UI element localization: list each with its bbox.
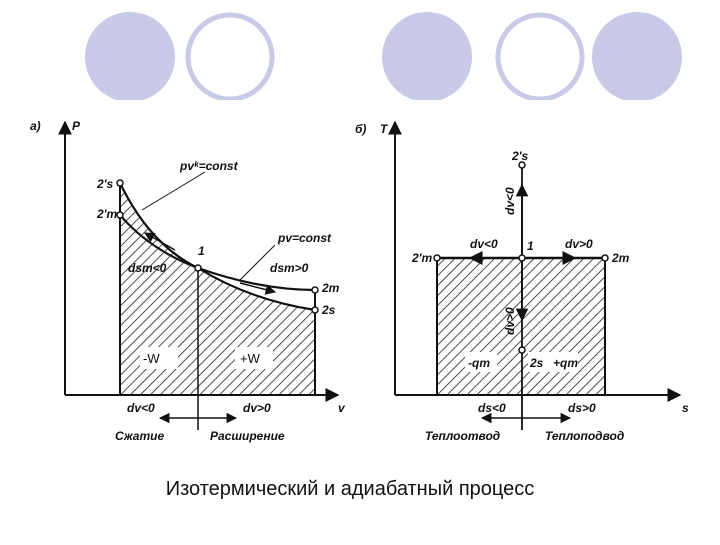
point — [311, 286, 319, 294]
point — [311, 306, 319, 314]
entropy-label: dsт>0 — [270, 261, 309, 275]
point — [518, 254, 526, 262]
circle — [382, 12, 472, 100]
arrow-compression — [144, 232, 176, 251]
point — [116, 179, 124, 187]
panel-b-labels: б) T s 2's dv<0 dv<0 1 dv>0 2'т 2т dv>0 … — [355, 122, 689, 443]
panel-a — [58, 120, 340, 430]
entropy-label: ds<0 — [478, 401, 506, 415]
point-label: 1 — [527, 239, 534, 253]
point-label: 2's — [96, 177, 114, 191]
circle — [592, 12, 682, 100]
work-label: -W — [143, 351, 160, 366]
point — [518, 161, 526, 169]
entropy-label: dsт<0 — [128, 261, 167, 275]
curve-label: pvᵏ=const — [179, 159, 239, 173]
volume-label: dv<0 — [470, 237, 498, 251]
circle — [185, 12, 275, 100]
point-label: 2s — [321, 303, 336, 317]
point-label: 2's — [511, 149, 529, 163]
axis-label: T — [380, 122, 389, 136]
volume-label: dv>0 — [503, 307, 517, 335]
point-label: 2'т — [96, 207, 118, 221]
process-label: Сжатие — [115, 429, 164, 443]
point-label: 2т — [321, 281, 340, 295]
work-label: +W — [240, 351, 261, 366]
curve-label: pv=const — [277, 231, 332, 245]
hatched-area — [120, 183, 315, 395]
heat-label: +qт — [553, 356, 578, 370]
point-label: 2s — [529, 356, 544, 370]
point — [601, 254, 609, 262]
point-label: 2т — [611, 251, 630, 265]
label-bg — [465, 352, 497, 372]
volume-label: dv>0 — [243, 401, 271, 415]
axis-label: v — [338, 401, 346, 415]
heat-label: -qт — [468, 356, 490, 370]
label-bg — [528, 352, 578, 372]
panel-label: б) — [355, 122, 366, 136]
volume-label: dv<0 — [503, 187, 517, 215]
point — [116, 211, 124, 219]
leader-isotherm — [239, 244, 276, 281]
leader-adiabat — [141, 171, 206, 211]
entropy-label: ds>0 — [568, 401, 596, 415]
process-label: Расширение — [210, 429, 285, 443]
panel-a-labels: а) P v 2's 2'т pvᵏ=const 1 pv=const dsт<… — [30, 119, 346, 443]
decor-circles — [85, 12, 682, 100]
arrow-expansion — [239, 282, 277, 295]
volume-label: dv>0 — [565, 237, 593, 251]
caption: Изотермический и адиабатный процесс — [166, 478, 535, 500]
point-label: 1 — [198, 244, 205, 258]
point-label: 2'т — [411, 251, 433, 265]
label-bg — [140, 347, 178, 369]
label-bg — [235, 347, 273, 369]
circle — [85, 12, 175, 100]
point — [433, 254, 441, 262]
point — [518, 346, 526, 354]
process-label: Теплоподвод — [545, 429, 624, 443]
process-label: Теплоотвод — [425, 429, 500, 443]
hatched-area — [437, 258, 605, 395]
axis-label: s — [682, 401, 689, 415]
point — [194, 264, 202, 272]
panel-b — [388, 120, 682, 430]
axis-label: P — [72, 119, 81, 133]
panel-label: а) — [30, 119, 41, 133]
volume-label: dv<0 — [127, 401, 155, 415]
circle — [495, 12, 585, 100]
